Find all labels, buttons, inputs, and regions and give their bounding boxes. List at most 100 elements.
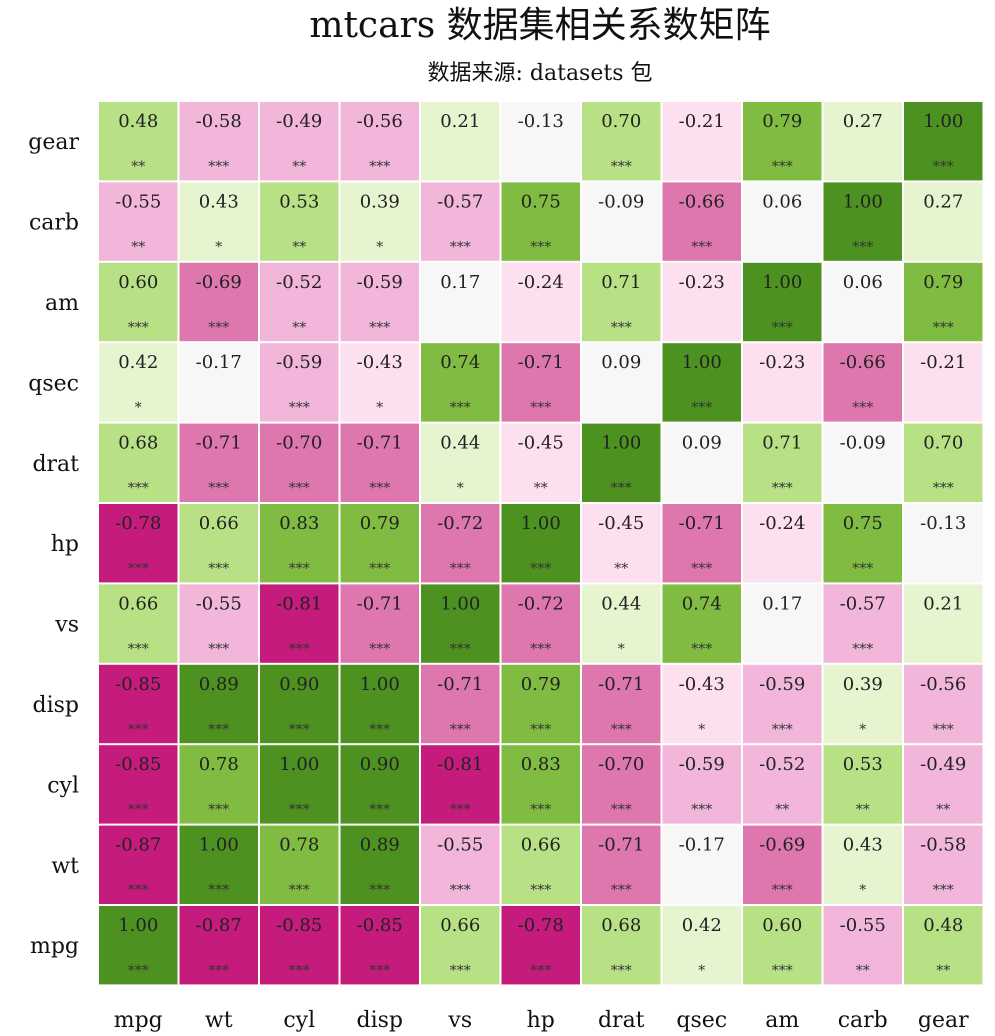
cell-fill	[340, 102, 419, 181]
cell-significance-label: ***	[289, 963, 310, 979]
cell-value-label: -0.72	[518, 593, 564, 614]
x-axis-labels: mpg wt cyl disp vs hp drat qsec am carb gear	[114, 1008, 969, 1033]
cell-value-label: -0.71	[357, 433, 403, 454]
heatmap-cell: 0.83 ***	[501, 745, 580, 824]
x-tick-label: drat	[598, 1008, 645, 1033]
cell-significance-label: ***	[530, 641, 551, 657]
heatmap-cell: 0.66 ***	[421, 906, 500, 985]
cell-significance-label: ***	[369, 561, 390, 577]
x-tick-label: gear	[918, 1008, 969, 1033]
cell-value-label: 0.09	[601, 352, 641, 373]
cell-fill	[260, 745, 339, 824]
cell-fill	[582, 182, 661, 261]
cell-significance-label: ***	[289, 883, 310, 899]
cell-value-label: 0.17	[440, 272, 480, 293]
cell-value-label: -0.55	[437, 835, 483, 856]
heatmap-cell: 1.00 ***	[421, 584, 500, 663]
cell-significance-label: *	[376, 400, 383, 416]
cell-significance-label: ***	[450, 722, 471, 738]
cell-value-label: 0.53	[843, 754, 883, 775]
heatmap-cell: 0.44 *	[582, 584, 661, 663]
heatmap-cell: -0.23	[743, 343, 822, 422]
cell-significance-label: ***	[772, 481, 793, 497]
cell-significance-label: ***	[691, 561, 712, 577]
heatmap-cell: 0.68 ***	[99, 423, 178, 502]
chart-title: mtcars 数据集相关系数矩阵	[309, 5, 770, 46]
cell-significance-label: ***	[208, 722, 229, 738]
cell-value-label: -0.49	[920, 754, 966, 775]
cell-significance-label: ***	[611, 802, 632, 818]
cell-fill	[823, 745, 902, 824]
cell-fill	[501, 102, 580, 181]
cell-significance-label: ***	[530, 561, 551, 577]
heatmap-cell: -0.59 ***	[662, 745, 741, 824]
cell-significance-label: **	[856, 963, 870, 979]
cell-fill	[99, 664, 178, 744]
y-tick-label: hp	[51, 532, 79, 557]
heatmap-cell: -0.45 **	[501, 423, 580, 502]
cell-value-label: -0.70	[276, 433, 322, 454]
cell-value-label: -0.71	[518, 352, 564, 373]
cell-value-label: -0.56	[920, 674, 966, 695]
cell-significance-label: ***	[530, 802, 551, 818]
cell-fill	[501, 664, 580, 744]
cell-value-label: -0.69	[196, 272, 242, 293]
cell-fill	[421, 504, 500, 583]
heatmap-cell: -0.71 ***	[582, 825, 661, 904]
cell-significance-label: ***	[369, 481, 390, 497]
cell-fill	[421, 102, 500, 181]
cell-fill	[179, 825, 258, 904]
cell-significance-label: ***	[208, 320, 229, 336]
cell-value-label: -0.66	[840, 352, 886, 373]
heatmap-cell: -0.69 ***	[743, 825, 822, 904]
y-tick-label: vs	[54, 613, 79, 638]
cell-fill	[743, 745, 822, 824]
cell-value-label: 0.42	[118, 352, 158, 373]
cell-fill	[582, 262, 661, 342]
heatmap-cell: -0.87 ***	[179, 906, 258, 985]
cell-fill	[179, 102, 258, 181]
cell-value-label: -0.23	[679, 272, 725, 293]
cell-fill	[340, 343, 419, 422]
cell-value-label: 0.66	[199, 513, 239, 534]
y-tick-label: gear	[28, 130, 79, 155]
cell-significance-label: ***	[208, 883, 229, 899]
cell-fill	[662, 102, 741, 181]
cell-value-label: 0.78	[279, 835, 319, 856]
cell-value-label: -0.59	[276, 352, 322, 373]
heatmap-cell: -0.72 ***	[421, 504, 500, 583]
cell-significance-label: ***	[369, 641, 390, 657]
cell-value-label: 0.06	[762, 191, 802, 212]
cell-significance-label: ***	[772, 722, 793, 738]
cell-value-label: -0.56	[357, 111, 403, 132]
cell-significance-label: **	[292, 320, 306, 336]
cell-value-label: -0.24	[759, 513, 805, 534]
cell-value-label: -0.09	[840, 433, 886, 454]
heatmap-cell: -0.57 ***	[421, 182, 500, 261]
cell-significance-label: ***	[208, 963, 229, 979]
cell-fill	[340, 182, 419, 261]
cell-fill	[421, 664, 500, 744]
cell-fill	[743, 906, 822, 985]
cell-significance-label: ***	[691, 641, 712, 657]
cell-fill	[340, 745, 419, 824]
cell-significance-label: ***	[289, 641, 310, 657]
cell-significance-label: *	[859, 883, 866, 899]
cell-value-label: -0.52	[276, 272, 322, 293]
cell-value-label: 0.75	[843, 513, 883, 534]
heatmap-cell: 0.79 ***	[743, 102, 822, 181]
cell-fill	[501, 423, 580, 502]
cell-significance-label: ***	[128, 963, 149, 979]
cell-value-label: -0.71	[357, 593, 403, 614]
cell-value-label: 0.90	[360, 754, 400, 775]
cell-fill	[501, 504, 580, 583]
heatmap-cell: -0.72 ***	[501, 584, 580, 663]
heatmap-cell: -0.52 **	[743, 745, 822, 824]
heatmap-cell: 1.00 ***	[99, 906, 178, 985]
heatmap-cell: -0.17	[662, 825, 741, 904]
cell-value-label: 0.78	[199, 754, 239, 775]
cell-significance-label: *	[698, 963, 705, 979]
cell-value-label: 0.21	[923, 593, 963, 614]
cell-value-label: -0.45	[598, 513, 644, 534]
cell-fill	[340, 584, 419, 663]
